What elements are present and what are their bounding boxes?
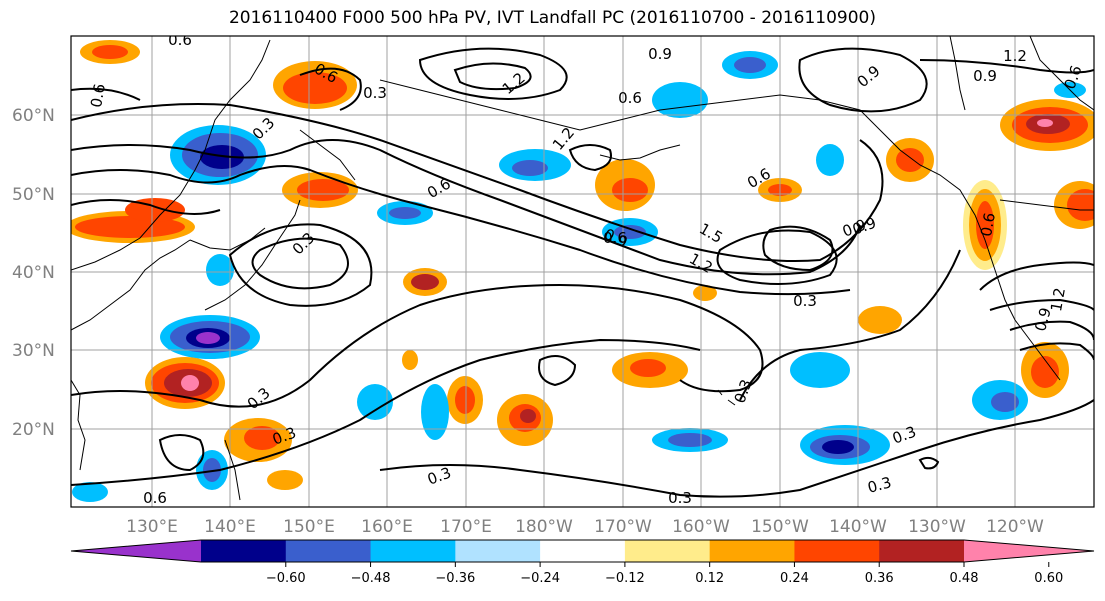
contour-label: 1.2 xyxy=(1003,47,1027,65)
anomaly-blob-negative xyxy=(196,450,228,490)
contour-label: 0.3 xyxy=(668,489,692,507)
anomaly-blob-negative xyxy=(652,428,728,452)
latitude-labels: 60°N 50°N 40°N 30°N 20°N xyxy=(12,106,55,440)
lon-label: 130°W xyxy=(908,517,966,537)
anomaly-blob-positive xyxy=(403,268,447,296)
contour-label: 0.9 xyxy=(973,67,997,85)
colorbar-bin xyxy=(794,540,880,562)
colorbar-extend-low xyxy=(71,540,201,562)
contour-label: 0.6 xyxy=(618,89,642,107)
colorbar-tick-label: 0.36 xyxy=(865,571,894,586)
lon-label: 160°W xyxy=(672,517,730,537)
lon-label: 170°W xyxy=(594,517,652,537)
anomaly-blob-negative xyxy=(160,315,260,359)
contour-label: 1.2 xyxy=(1047,286,1069,313)
anomaly-blob-positive xyxy=(145,357,225,409)
colorbar-tick-label: 0.12 xyxy=(695,571,724,586)
anomaly-blob-positive xyxy=(595,159,655,211)
contour-label: 0.3 xyxy=(866,473,894,497)
colorbar: −0.60 −0.48 −0.36 −0.24 −0.12 0.12 0.24 0.36 0.4… xyxy=(70,539,1095,586)
anomaly-blob-positive xyxy=(1021,342,1069,398)
lon-label: 180°W xyxy=(515,517,573,537)
lon-label: 130°E xyxy=(126,517,178,537)
colorbar-bin xyxy=(201,540,287,562)
anomaly-blob-positive xyxy=(282,172,358,208)
colorbar-extend-high xyxy=(964,540,1094,562)
colorbar-bin xyxy=(370,540,456,562)
colorbar-tick-label: −0.36 xyxy=(435,571,475,586)
lon-label: 150°W xyxy=(751,517,809,537)
contour-label: 0.6 xyxy=(603,229,627,247)
contour-label: 0.3 xyxy=(363,84,387,102)
colorbar-tick-label: −0.24 xyxy=(520,571,560,586)
anomaly-blob-negative xyxy=(72,482,108,502)
anomaly-blob-negative xyxy=(357,384,393,420)
contour-label: 0.9 xyxy=(648,45,672,63)
lat-label: 20°N xyxy=(12,420,55,440)
lon-label: 120°W xyxy=(986,517,1044,537)
anomaly-blob-positive xyxy=(80,40,140,64)
anomaly-blob-positive xyxy=(402,350,418,370)
contour-label: 0.9 xyxy=(1031,306,1055,334)
anomaly-blob-positive xyxy=(1000,99,1094,151)
colorbar-bin xyxy=(455,540,541,562)
coastlines xyxy=(71,36,1094,501)
graticule xyxy=(71,36,1094,507)
anomaly-blob-positive xyxy=(267,470,303,490)
contour-label: 0.6 xyxy=(977,211,999,238)
lat-label: 60°N xyxy=(12,106,55,126)
anomaly-blob-negative xyxy=(722,51,778,79)
anomaly-blob-positive xyxy=(273,61,357,109)
contour-label: 0.6 xyxy=(143,489,167,507)
colorbar-bin xyxy=(540,540,626,562)
anomaly-blob-positive xyxy=(71,198,195,243)
lat-label: 30°N xyxy=(12,341,55,361)
colorbar-outline xyxy=(70,539,1095,563)
anomaly-blob-positive xyxy=(497,394,553,446)
anomaly-blob-positive xyxy=(1054,181,1094,229)
lat-label: 40°N xyxy=(12,263,55,283)
lat-label: 50°N xyxy=(12,185,55,205)
anomaly-blob-negative xyxy=(652,82,708,118)
anomaly-blob-negative xyxy=(421,384,449,440)
colorbar-bin xyxy=(879,540,965,562)
colorbar-tick-label: −0.12 xyxy=(605,571,645,586)
lon-label: 140°W xyxy=(829,517,887,537)
anomaly-blob-negative xyxy=(206,254,234,286)
lon-label: 150°E xyxy=(283,517,335,537)
lon-label: 160°E xyxy=(361,517,413,537)
anomaly-blob-negative xyxy=(816,144,844,176)
colorbar-tick-label: 0.60 xyxy=(1034,571,1063,586)
anomaly-blob-negative xyxy=(377,201,433,225)
colorbar-tick-label: 0.48 xyxy=(950,571,979,586)
colorbar-bin xyxy=(709,540,795,562)
map-title: 2016110400 F000 500 hPa PV, IVT Landfall… xyxy=(228,8,876,28)
anomaly-blob-positive xyxy=(612,352,688,388)
longitude-labels: 130°E 140°E 150°E 160°E 170°E 180°W 170°… xyxy=(126,517,1044,537)
colorbar-bin xyxy=(624,540,711,562)
anomaly-blob-negative xyxy=(790,352,850,388)
anomaly-blob-negative xyxy=(499,149,571,181)
anomaly-blob-negative xyxy=(972,380,1028,420)
contour-label: 0.6 xyxy=(87,82,109,109)
map-frame xyxy=(70,35,1095,508)
anomaly-blob-positive xyxy=(693,285,717,301)
lon-label: 170°E xyxy=(440,517,492,537)
colorbar-bin xyxy=(285,540,372,562)
anomaly-blob-negative xyxy=(800,425,890,465)
contour-label: 0.6 xyxy=(168,31,192,49)
colorbar-tick-label: 0.24 xyxy=(780,571,809,586)
lon-label: 140°E xyxy=(204,517,256,537)
anomaly-blob-positive xyxy=(858,306,902,334)
colorbar-tick-label: −0.60 xyxy=(266,571,306,586)
pv-contours xyxy=(71,47,1094,498)
anomaly-blob-positive xyxy=(447,376,483,424)
anomaly-blob-positive xyxy=(963,180,1007,270)
contour-label: 0.3 xyxy=(793,292,817,310)
colorbar-tick-label: −0.48 xyxy=(351,571,391,586)
anomaly-blob-positive xyxy=(886,138,934,182)
